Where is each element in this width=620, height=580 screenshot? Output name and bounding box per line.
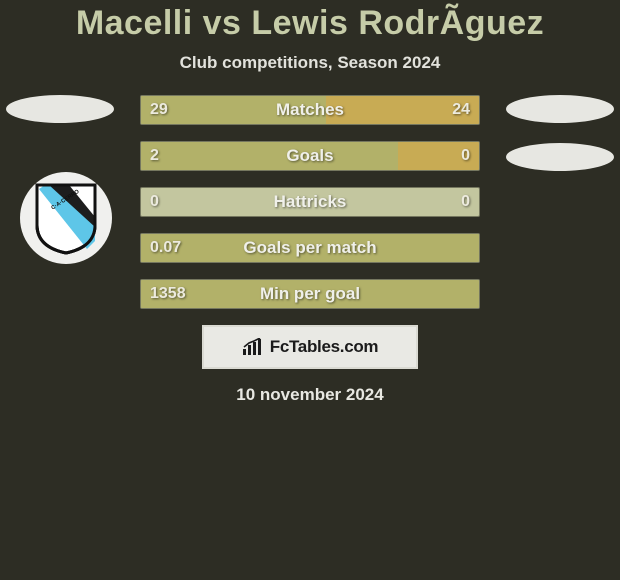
stat-bar-left (141, 96, 326, 124)
stat-bar (140, 187, 480, 217)
stat-bar (140, 279, 480, 309)
stat-row-mpg: 1358 Min per goal (0, 279, 620, 315)
stat-bar-left (141, 142, 398, 170)
team-badge-right-2 (506, 143, 614, 171)
stat-row-goals: 2 Goals 0 (0, 141, 620, 177)
team-logo-left: C·A·CERRO (20, 172, 112, 264)
stat-bar (140, 233, 480, 263)
comparison-card: Macelli vs Lewis RodrÃ­guez Club competi… (0, 0, 620, 405)
stat-bar-left (141, 234, 479, 262)
stat-row-matches: 29 Matches 24 (0, 95, 620, 131)
stat-value-right: 0 (461, 187, 470, 217)
team-badge-right (506, 95, 614, 123)
page-title: Macelli vs Lewis RodrÃ­guez (0, 4, 620, 43)
stat-value-right: 24 (452, 95, 470, 125)
club-shield-icon: C·A·CERRO (35, 181, 97, 255)
page-subtitle: Club competitions, Season 2024 (0, 53, 620, 73)
footer-date: 10 november 2024 (0, 385, 620, 405)
source-brand-box[interactable]: FcTables.com (202, 325, 418, 369)
stat-bar-left (141, 280, 479, 308)
team-badge-left (6, 95, 114, 123)
stat-value-left: 29 (150, 95, 168, 125)
stat-value-left: 0.07 (150, 233, 181, 263)
stat-bar (140, 141, 480, 171)
brand-text: FcTables.com (270, 337, 379, 357)
stat-value-left: 1358 (150, 279, 186, 309)
stat-bar (140, 95, 480, 125)
stat-value-right: 0 (461, 141, 470, 171)
bar-chart-icon (242, 338, 264, 356)
stat-value-left: 2 (150, 141, 159, 171)
stat-value-left: 0 (150, 187, 159, 217)
